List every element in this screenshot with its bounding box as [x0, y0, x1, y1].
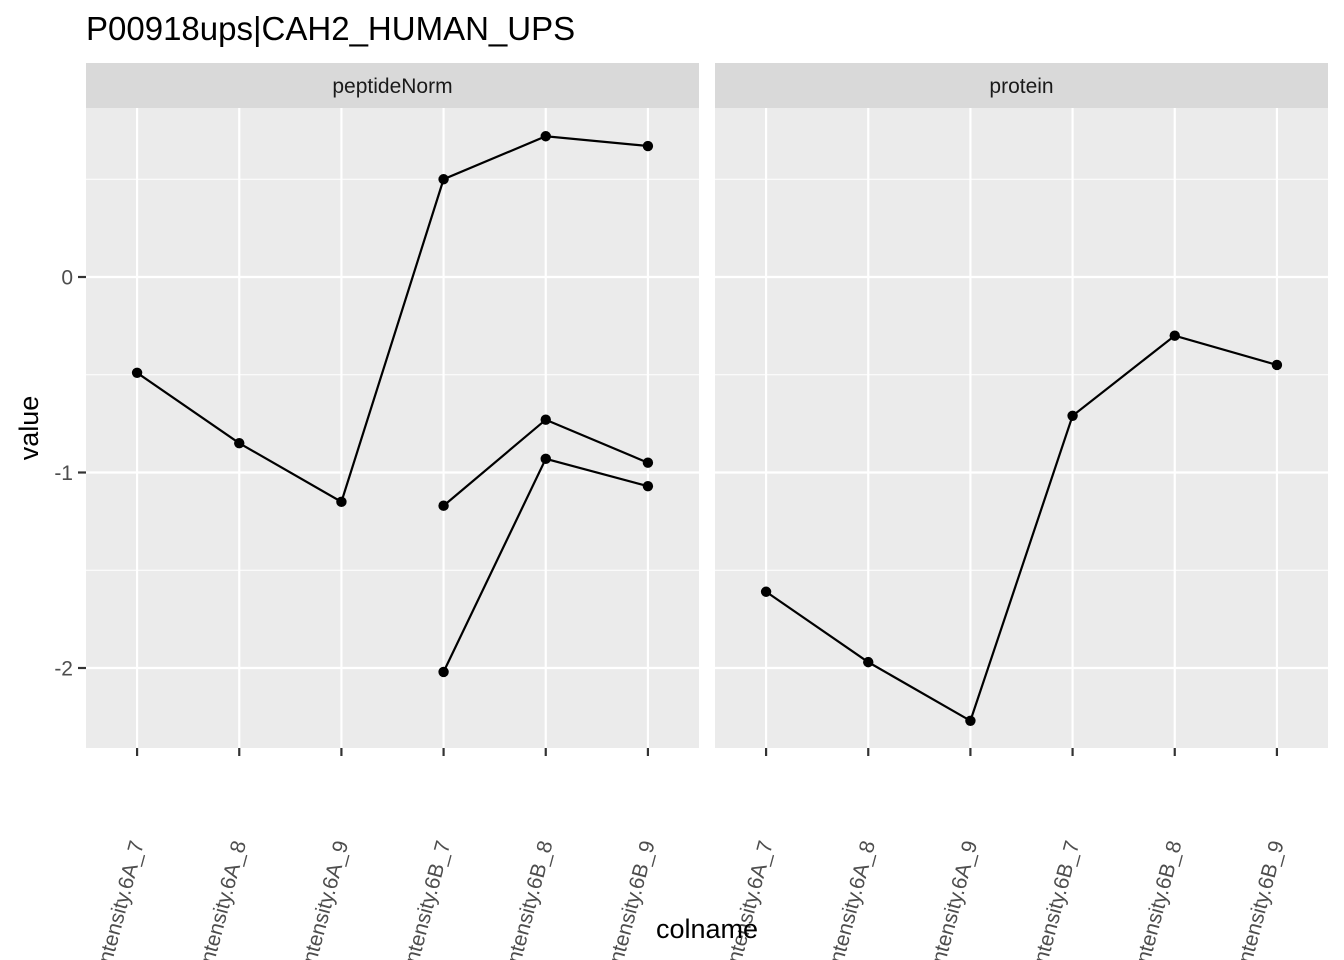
data-point	[863, 656, 874, 668]
series-line	[136, 135, 649, 504]
facet-panels: peptideNorm Intensity.6A_7 Intensity.6A_8 I…	[86, 63, 1328, 960]
data-point	[642, 480, 654, 492]
data-point	[540, 414, 551, 425]
y-tick-label: 0	[61, 267, 73, 290]
y-axis-title: value	[14, 396, 44, 461]
data-point	[438, 174, 449, 185]
panel-background	[86, 108, 699, 748]
data-point	[336, 496, 347, 508]
data-point	[438, 500, 449, 511]
x-tick-label: Intensity.6B_7	[399, 838, 455, 960]
x-tick-label: Intensity.6A_8	[824, 838, 880, 960]
data-point	[1271, 359, 1283, 371]
data-point	[438, 666, 449, 678]
x-tick-label: Intensity.6B_8	[501, 838, 557, 960]
x-axis-title: colname	[656, 914, 758, 944]
facet-panel-peptideNorm: peptideNorm Intensity.6A_7 Intensity.6A_8 I…	[86, 63, 699, 960]
data-point	[234, 437, 245, 449]
data-point	[642, 457, 654, 468]
x-tick-label: Intensity.6B_9	[1232, 838, 1288, 960]
series-line	[765, 334, 1278, 723]
y-tick-label: -1	[54, 462, 73, 485]
facet-strip	[86, 63, 699, 108]
series-1	[131, 131, 654, 508]
x-tick-label: Intensity.6B_9	[603, 838, 659, 960]
y-axis: 0 -1 -2	[54, 267, 86, 681]
data-point	[131, 367, 143, 378]
data-point	[965, 715, 976, 726]
facet-strip-label: protein	[989, 75, 1053, 98]
data-point	[540, 453, 551, 465]
x-tick-label: Intensity.6A_7	[93, 838, 149, 960]
x-tick-label: Intensity.6A_9	[926, 838, 982, 960]
x-tick-label: Intensity.6B_8	[1130, 838, 1186, 960]
data-point	[540, 131, 551, 142]
data-point	[642, 140, 654, 152]
x-tick-label: Intensity.6A_8	[195, 838, 251, 960]
data-point	[760, 586, 772, 597]
x-tick-label: Intensity.6B_7	[1028, 838, 1084, 960]
panel-background	[715, 108, 1328, 748]
series-1	[760, 330, 1283, 726]
facet-strip-label: peptideNorm	[332, 75, 452, 98]
chart-title: P00918ups|CAH2_HUMAN_UPS	[86, 10, 575, 47]
x-tick-label: Intensity.6A_9	[297, 838, 353, 960]
facet-strip	[715, 63, 1328, 108]
y-tick-label: -2	[54, 658, 73, 681]
series-3	[438, 453, 654, 678]
data-point	[1169, 330, 1180, 341]
data-point	[1067, 410, 1078, 422]
series-2	[438, 414, 654, 511]
